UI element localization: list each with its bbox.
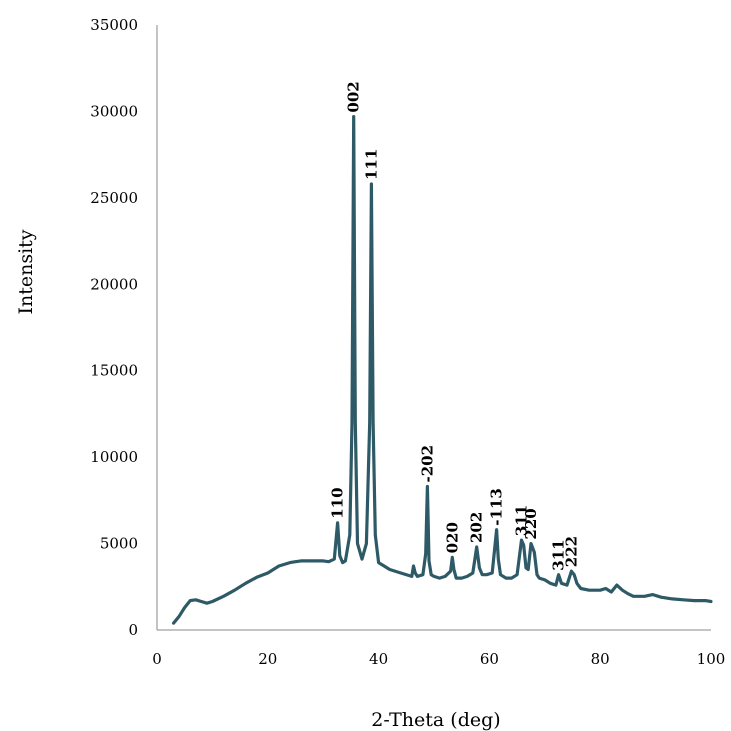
- y-tick-label: 10000: [90, 448, 138, 466]
- y-tick-label: 30000: [90, 102, 138, 120]
- peak-label: 220: [522, 508, 540, 539]
- y-tick-label: 15000: [90, 362, 138, 380]
- series-line: [172, 114, 713, 625]
- y-axis-title: Intensity: [15, 229, 37, 314]
- x-tick-label: 0: [152, 650, 162, 668]
- peak-label: 222: [562, 536, 580, 567]
- peak-label: 202: [468, 512, 486, 543]
- peak-label: 311: [513, 505, 531, 536]
- x-tick-label: 100: [697, 650, 726, 668]
- x-tick-label: 60: [480, 650, 499, 668]
- y-tick-labels: 0 5000 10000 15000 20000 25000 30000 35000: [90, 16, 138, 639]
- peak-label: 111: [362, 149, 380, 180]
- y-tick-label: 35000: [90, 16, 138, 34]
- plot-area: [172, 114, 713, 625]
- peak-label: 002: [345, 81, 363, 112]
- y-tick-label: 5000: [100, 535, 138, 553]
- peak-label: 311: [550, 539, 568, 570]
- x-tick-label: 80: [591, 650, 610, 668]
- x-tick-label: 20: [258, 650, 277, 668]
- y-tick-label: 25000: [90, 189, 138, 207]
- peak-label: 110: [329, 487, 347, 518]
- x-axis-title: 2-Theta (deg): [371, 709, 500, 731]
- y-tick-label: 20000: [90, 275, 138, 293]
- y-tick-label: 0: [128, 621, 138, 639]
- peak-label: -202: [418, 445, 436, 483]
- peak-label: -113: [488, 488, 506, 526]
- x-tick-labels: 0 20 40 60 80 100: [152, 650, 725, 668]
- axes: [156, 25, 711, 631]
- peak-label: 020: [443, 522, 461, 553]
- x-tick-label: 40: [369, 650, 388, 668]
